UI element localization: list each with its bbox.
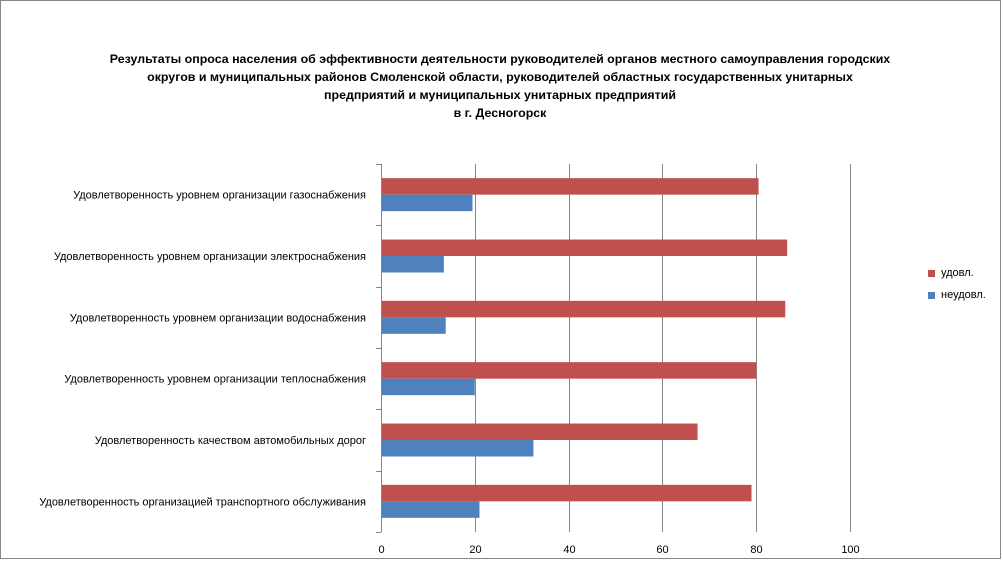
x-tick-label: 40	[563, 544, 575, 556]
x-tick-label: 100	[841, 544, 859, 556]
category-label: Удовлетворенность уровнем организации во…	[70, 312, 366, 324]
legend-label-unsatisfied: неудовл.	[941, 289, 986, 301]
chart-title-line: округов и муниципальных районов Смоленск…	[147, 70, 853, 84]
chart-title-line: Результаты опроса населения об эффективн…	[109, 52, 891, 66]
chart-title-line: в г. Десногорск	[453, 106, 547, 120]
legend: удовл. неудовл.	[928, 262, 986, 306]
bar-satisfied	[382, 300, 786, 318]
category-label: Удовлетворенность уровнем организации га…	[73, 190, 366, 202]
bar-unsatisfied	[382, 440, 534, 457]
x-tick-label: 80	[750, 544, 762, 556]
x-tick-label: 0	[378, 544, 384, 556]
chart-title-line: предприятий и муниципальных унитарных пр…	[324, 88, 676, 102]
category-label: Удовлетворенность уровнем организации те…	[64, 374, 366, 386]
bar-unsatisfied	[382, 501, 480, 518]
x-tick-label: 20	[469, 544, 481, 556]
chart-title: Результаты опроса населения об эффективн…	[60, 50, 940, 122]
legend-item-unsatisfied: неудовл.	[928, 284, 986, 306]
legend-label-satisfied: удовл.	[941, 267, 974, 279]
bar-unsatisfied	[382, 194, 473, 212]
category-label: Удовлетворенность качеством автомобильны…	[95, 435, 366, 447]
bar-satisfied	[382, 178, 759, 195]
bar-satisfied	[382, 423, 698, 440]
x-tick-label: 60	[656, 544, 668, 556]
bar-satisfied	[382, 362, 757, 379]
bar-unsatisfied	[382, 256, 444, 273]
category-label: Удовлетворенность организацией транспорт…	[39, 496, 366, 508]
bar-unsatisfied	[382, 317, 446, 334]
bar-satisfied	[382, 484, 752, 502]
bar-unsatisfied	[382, 378, 475, 396]
legend-swatch-unsatisfied	[928, 291, 935, 299]
legend-item-satisfied: удовл.	[928, 262, 986, 284]
legend-swatch-satisfied	[928, 269, 935, 277]
bar-satisfied	[382, 239, 788, 256]
category-label: Удовлетворенность уровнем организации эл…	[54, 251, 366, 263]
